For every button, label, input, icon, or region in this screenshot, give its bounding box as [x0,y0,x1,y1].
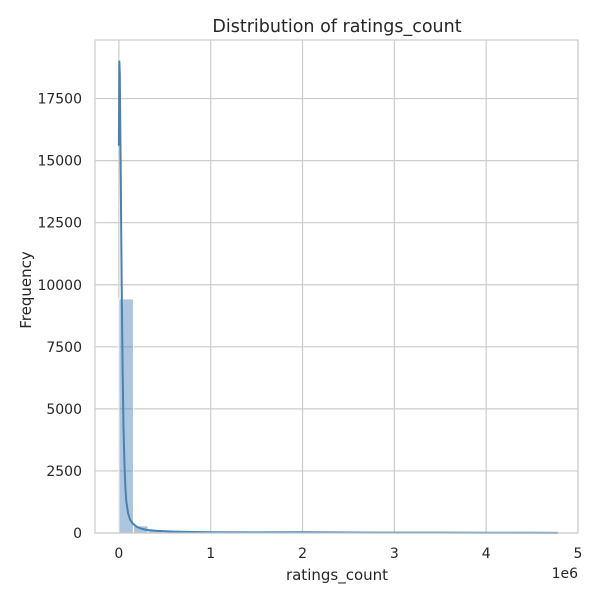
kde-curve [117,60,558,534]
plot-frame [94,39,579,534]
y-tick-label: 15000 [37,154,82,170]
x-tick-label: 3 [390,546,399,562]
y-axis-label: Frequency [17,251,35,329]
x-tick-label: 4 [482,546,491,562]
x-tick-label: 0 [114,546,123,562]
x-tick-label: 1 [206,546,215,562]
y-tick-label: 0 [73,526,82,542]
y-tick-label: 12500 [37,216,82,232]
x-axis-offset-label: 1e6 [552,566,579,582]
y-tick-label: 5000 [46,402,82,418]
x-tick-label: 5 [574,546,583,562]
y-tick-label: 2500 [46,464,82,480]
y-tick-label: 17500 [37,92,82,108]
y-tick-label: 7500 [46,340,82,356]
chart-title: Distribution of ratings_count [212,17,461,37]
x-axis-label: ratings_count [286,566,388,585]
x-tick-label: 2 [298,546,307,562]
histogram-bars [118,298,558,534]
x-tick-labels: 0 1 2 3 4 5 [114,546,582,562]
y-tick-label: 10000 [37,278,82,294]
kde-curve-group [117,60,558,534]
y-tick-labels: 0 2500 5000 7500 10000 12500 15000 17500 [37,92,82,542]
grid-lines [95,40,579,534]
